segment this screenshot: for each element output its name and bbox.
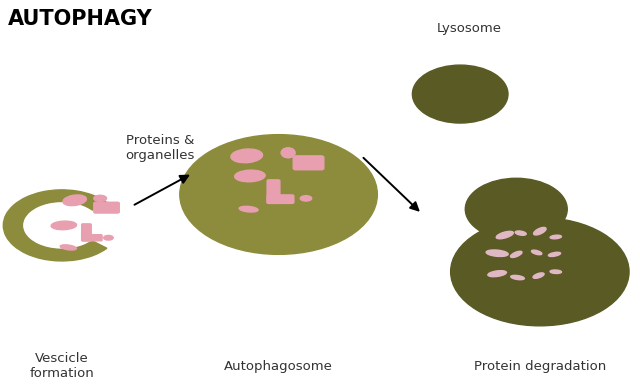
Text: Vescicle
formation: Vescicle formation [29, 352, 94, 380]
Ellipse shape [511, 251, 522, 258]
Ellipse shape [239, 206, 258, 212]
Circle shape [451, 218, 629, 326]
FancyBboxPatch shape [82, 224, 92, 241]
Ellipse shape [94, 195, 106, 202]
Circle shape [412, 65, 508, 123]
Ellipse shape [531, 250, 542, 255]
Ellipse shape [550, 235, 561, 239]
Text: Lysosome: Lysosome [437, 22, 502, 35]
Ellipse shape [515, 231, 526, 235]
Ellipse shape [496, 231, 513, 239]
Ellipse shape [235, 170, 265, 182]
Ellipse shape [533, 273, 544, 278]
Text: Proteins &
organelles: Proteins & organelles [125, 134, 195, 162]
Ellipse shape [511, 275, 524, 280]
Ellipse shape [51, 221, 77, 230]
Ellipse shape [488, 271, 506, 277]
Ellipse shape [534, 228, 546, 235]
FancyBboxPatch shape [267, 195, 294, 203]
FancyBboxPatch shape [82, 235, 102, 241]
Ellipse shape [231, 149, 262, 163]
Ellipse shape [486, 250, 508, 256]
Circle shape [180, 135, 378, 254]
Text: Protein degradation: Protein degradation [474, 360, 606, 373]
Wedge shape [3, 190, 107, 261]
FancyBboxPatch shape [267, 180, 280, 203]
Circle shape [465, 178, 567, 240]
Ellipse shape [60, 245, 76, 250]
Ellipse shape [550, 270, 561, 273]
Ellipse shape [104, 235, 113, 240]
Ellipse shape [281, 148, 295, 158]
Ellipse shape [300, 196, 312, 201]
Text: Autophagosome: Autophagosome [224, 360, 333, 373]
FancyBboxPatch shape [293, 156, 324, 170]
Ellipse shape [548, 252, 561, 256]
FancyBboxPatch shape [94, 202, 119, 213]
Text: AUTOPHAGY: AUTOPHAGY [8, 9, 152, 29]
Ellipse shape [63, 195, 86, 206]
